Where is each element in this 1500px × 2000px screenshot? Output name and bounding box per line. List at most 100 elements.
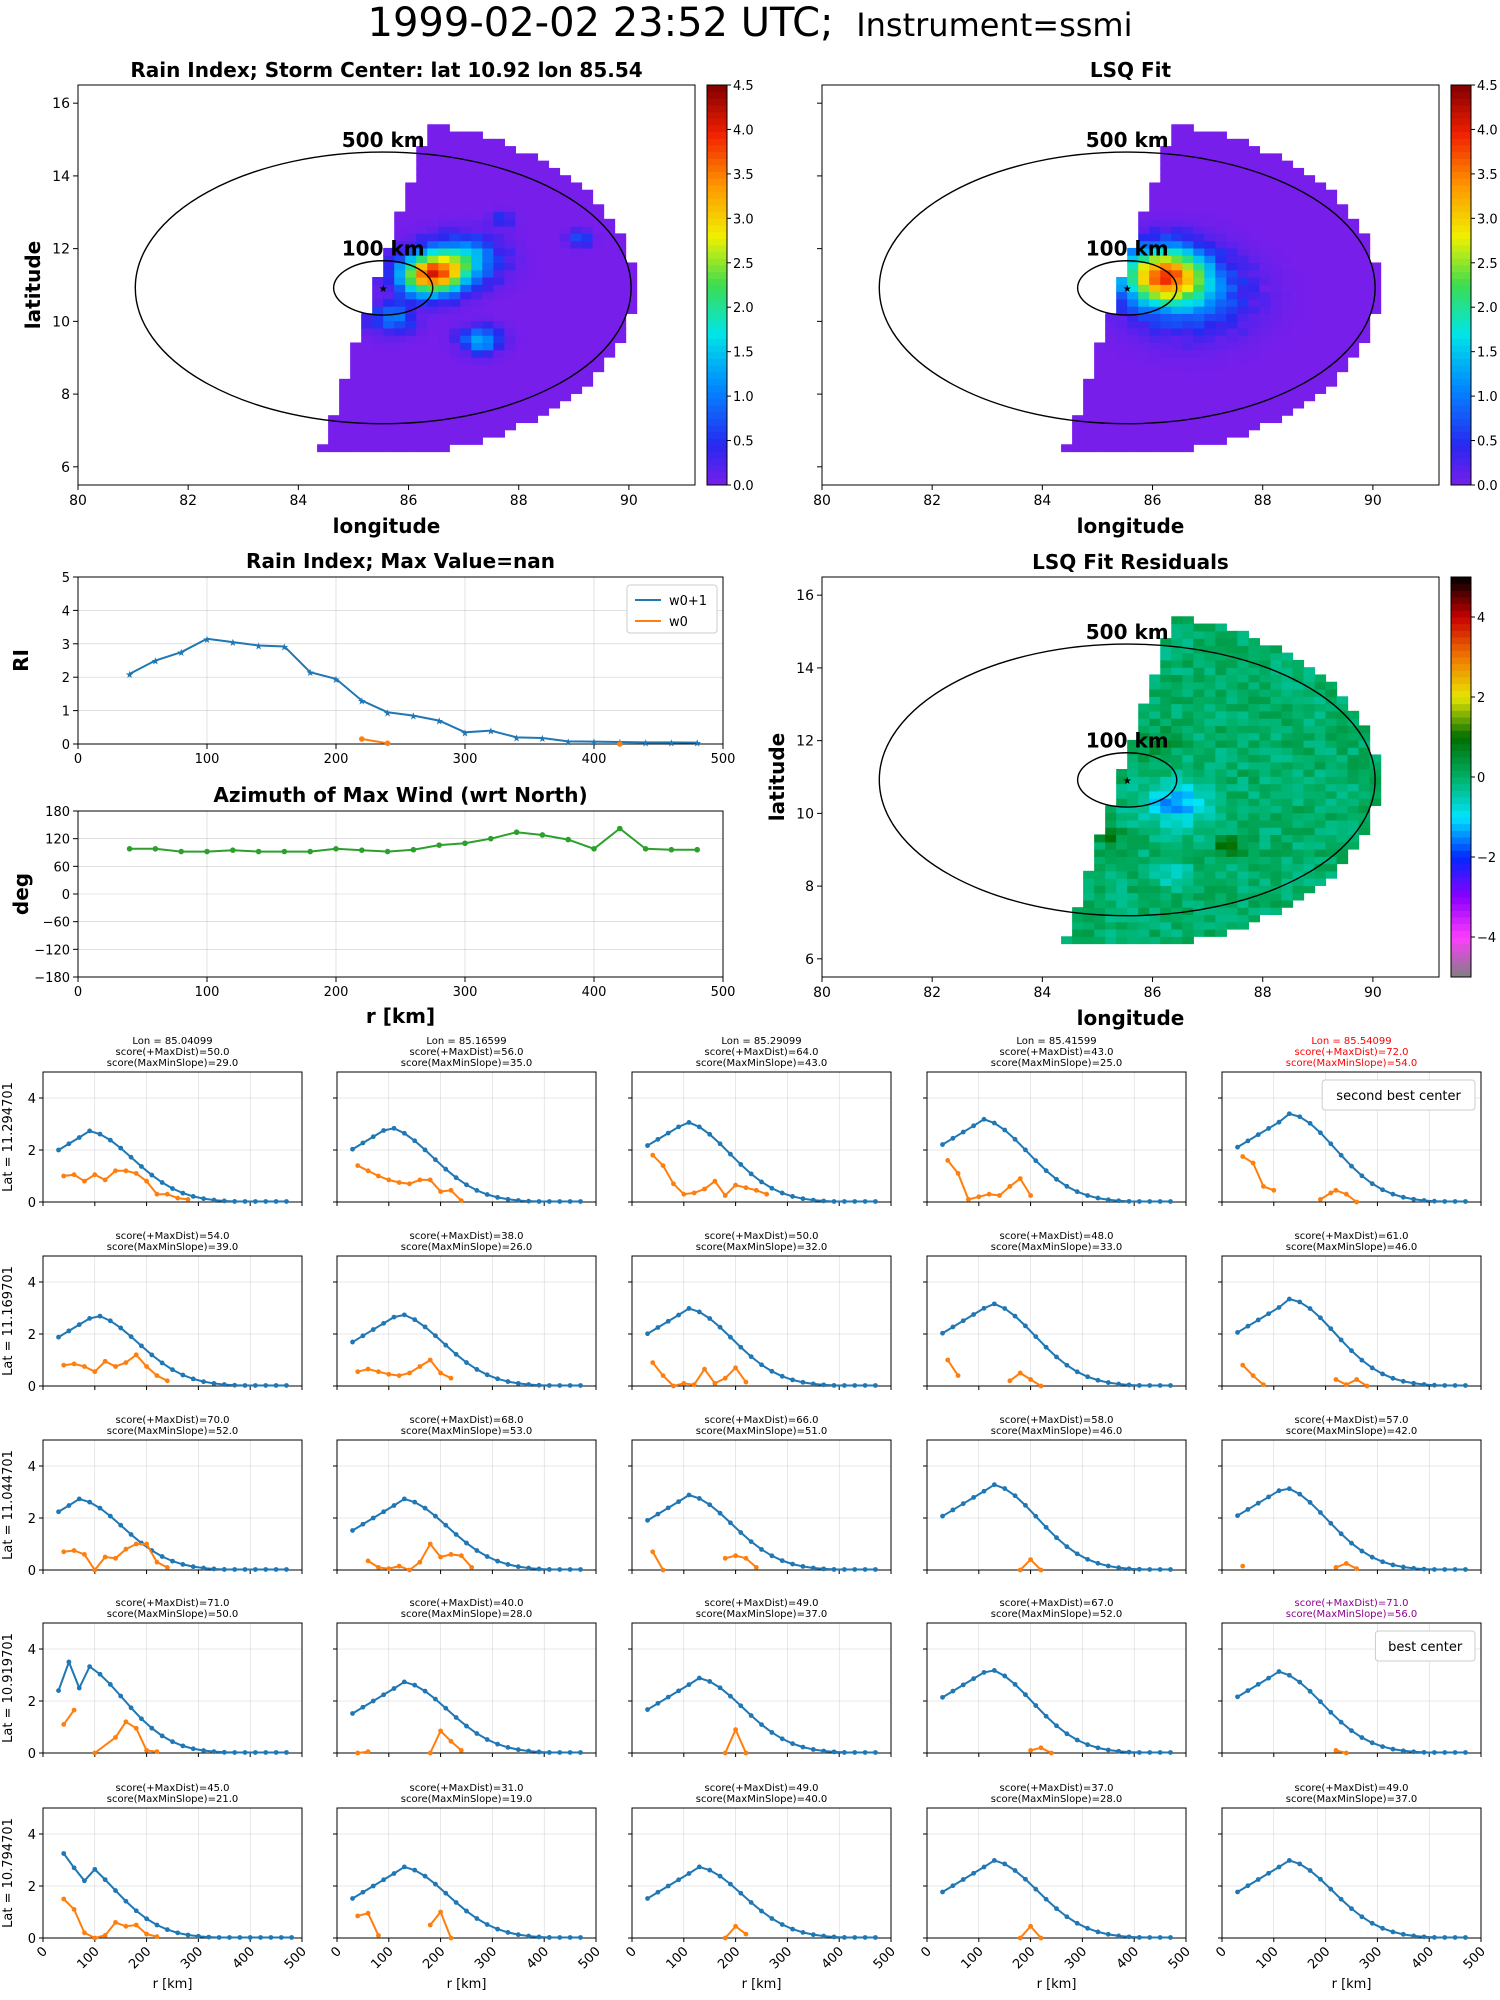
map-cell	[1105, 834, 1117, 843]
series-w0-point	[365, 1910, 371, 1916]
series-w0p1-point	[133, 1908, 139, 1914]
map-cell	[504, 175, 517, 184]
map-cell	[1259, 255, 1272, 264]
map-cell	[1215, 320, 1227, 329]
map-cell	[1204, 630, 1216, 639]
series-w0-point	[1271, 1187, 1277, 1193]
series-w0p1-point	[443, 1166, 449, 1172]
map-cell	[515, 247, 528, 256]
map-cell	[504, 240, 517, 249]
map-cell	[1369, 269, 1382, 278]
map-cell	[372, 291, 384, 300]
map-cell	[1215, 703, 1227, 712]
map-cell	[1314, 284, 1327, 293]
map-cell	[537, 211, 550, 220]
series-w0p1-point	[940, 1513, 945, 1519]
series-w0p1-point	[831, 1749, 837, 1755]
map-cell	[1248, 247, 1261, 256]
panel-frame	[631, 1807, 892, 1939]
series-w0p1-point	[118, 1693, 124, 1699]
series-w0-point	[92, 1750, 98, 1756]
series-w0p1-point	[515, 1932, 521, 1938]
series-w0p1-point	[56, 1147, 61, 1153]
data-point	[591, 846, 597, 852]
series-w0-point	[175, 1195, 181, 1201]
x-tick-label: 100	[195, 985, 220, 1000]
colorbar-segment	[1451, 331, 1471, 339]
map-cell	[526, 371, 539, 380]
map-cell	[1292, 863, 1305, 872]
map-cell	[1116, 798, 1128, 806]
map-cell	[1347, 255, 1360, 264]
series-w0p1-point	[360, 1704, 366, 1710]
map-cell	[1281, 335, 1294, 344]
map-cell	[493, 327, 505, 336]
map-cell	[460, 218, 472, 227]
map-cell	[515, 204, 528, 213]
series-w0p1-line	[647, 1676, 876, 1754]
colorbar-segment	[1451, 703, 1471, 711]
map-cell	[1270, 371, 1283, 380]
map-cell	[471, 407, 483, 416]
map-cell	[427, 131, 439, 140]
map-cell	[471, 146, 483, 154]
map-cell	[1237, 313, 1249, 322]
map-cell	[1237, 400, 1249, 409]
series-w0p1-point	[707, 1679, 713, 1684]
series-w0p1-line	[352, 1127, 581, 1203]
map-cell	[405, 393, 417, 402]
map-cell	[1215, 907, 1227, 916]
map-cell	[427, 175, 439, 184]
series-w0p1-point	[76, 1496, 82, 1502]
map-cell	[460, 393, 472, 402]
series-w0p1-point	[991, 1858, 997, 1863]
map-cell	[1149, 364, 1161, 373]
map-cell	[1248, 218, 1261, 227]
map-cell	[1237, 233, 1249, 242]
map-cell	[361, 415, 373, 424]
map-cell	[1193, 313, 1205, 322]
series-w0-point	[154, 1934, 160, 1940]
map-cell	[1160, 335, 1172, 344]
series-w0-point	[71, 1172, 77, 1178]
series-w0-point	[61, 1722, 67, 1727]
map-cell	[603, 218, 616, 227]
map-cell	[1160, 878, 1172, 886]
legend-label: w0+1	[669, 594, 707, 609]
map-cell	[1314, 870, 1327, 879]
map-cell	[394, 444, 406, 453]
map-cell	[1281, 819, 1294, 828]
map-cell	[471, 255, 483, 264]
map-cell	[1138, 240, 1150, 249]
series-w0p1-point	[1431, 1382, 1437, 1388]
series-w0p1-point	[686, 1492, 692, 1498]
map-cell	[427, 407, 439, 416]
map-cell	[1215, 921, 1227, 930]
map-cell	[1171, 754, 1183, 763]
map-cell	[383, 284, 395, 293]
x-tick-label: 100	[663, 1944, 691, 1972]
map-cell	[537, 240, 550, 249]
map-cell	[1325, 211, 1338, 220]
colorbar-segment	[1451, 371, 1471, 379]
map-cell	[1127, 747, 1139, 756]
map-cell	[592, 269, 605, 278]
map-cell	[1248, 790, 1261, 799]
map-cell	[1193, 182, 1205, 191]
series-w0p1-point	[557, 1935, 563, 1940]
x-axis-label: r [km]	[447, 1977, 487, 1992]
map-cell	[1193, 378, 1205, 387]
ring-label-0: 500 km	[1086, 620, 1169, 644]
map-cell	[1182, 674, 1194, 683]
map-cell	[1116, 320, 1128, 329]
map-cell	[1160, 393, 1172, 402]
colorbar-segment	[1451, 603, 1471, 611]
map-cell	[1182, 313, 1194, 322]
map-cell	[1116, 357, 1128, 365]
map-cell	[548, 349, 561, 358]
series-w0p1-point	[221, 1198, 227, 1204]
map-cell	[1160, 936, 1172, 945]
series-w0p1-point	[1286, 1296, 1292, 1302]
series-w0-point	[154, 1191, 160, 1197]
